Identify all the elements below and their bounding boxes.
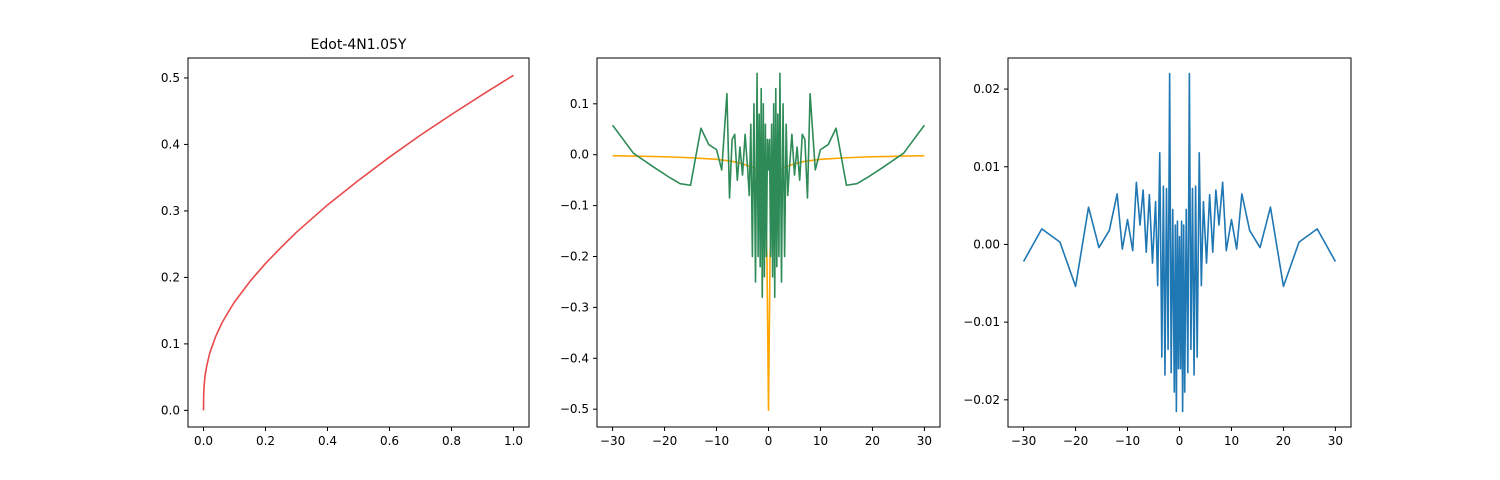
y-tick-label-1-5: 0.4: [161, 137, 180, 151]
y-tick-label-2-3: −0.3: [560, 300, 589, 314]
series-line-2-1: [612, 154, 925, 412]
x-tick-label-1-1: 0.0: [194, 434, 213, 448]
x-tick-label-1-2: 0.2: [256, 434, 275, 448]
x-tick-label-2-3: −10: [704, 434, 729, 448]
x-tick-label-3-3: −10: [1115, 434, 1140, 448]
x-tick-label-2-6: 20: [865, 434, 880, 448]
x-tick-label-2-4: 0: [765, 434, 773, 448]
chart-panel-3: −30 −20 −10 0 10 20 30 −0.02 −0.01 0.00 0.01 0.02: [963, 57, 1352, 448]
x-tick-label-3-4: 0: [1176, 434, 1184, 448]
series-line-1-1: [202, 74, 514, 411]
y-tick-label-3-2: −0.01: [963, 315, 1000, 329]
x-tick-label-3-7: 30: [1328, 434, 1343, 448]
y-tick-label-2-7: 0.1: [570, 97, 589, 111]
chart-panel-1: 0.0 0.2 0.4 0.6 0.8 1.0 0.0 0.1 0.2 0.3 0.4 0.5 Edot…: [161, 37, 530, 448]
y-tick-label-2-4: −0.2: [560, 249, 589, 263]
y-tick-label-2-2: −0.4: [560, 351, 589, 365]
x-tick-label-3-2: −20: [1063, 434, 1088, 448]
y-tick-label-1-1: 0.0: [161, 403, 180, 417]
x-tick-label-2-7: 30: [917, 434, 932, 448]
x-tick-label-1-4: 0.6: [380, 434, 399, 448]
y-tick-label-3-3: 0.00: [973, 237, 1000, 251]
x-tick-label-1-5: 0.8: [442, 434, 461, 448]
y-tick-label-3-1: −0.02: [963, 393, 1000, 407]
y-tick-label-2-5: −0.1: [560, 199, 589, 213]
chart-title-1: Edot-4N1.05Y: [311, 37, 407, 53]
x-tick-label-3-1: −30: [1011, 434, 1036, 448]
y-tick-label-1-2: 0.1: [161, 337, 180, 351]
x-tick-label-2-5: 10: [813, 434, 828, 448]
x-tick-label-3-6: 20: [1276, 434, 1291, 448]
series-line-3-1: [1022, 72, 1337, 413]
y-tick-label-2-6: 0.0: [570, 148, 589, 162]
y-tick-label-1-3: 0.2: [161, 270, 180, 284]
x-tick-label-1-6: 1.0: [504, 434, 523, 448]
y-tick-label-1-4: 0.3: [161, 204, 180, 218]
chart-panel-2: −30 −20 −10 0 10 20 30 −0.5 −0.4 −0.3 −0.2 −0.1 0.0 0…: [560, 57, 941, 448]
x-tick-label-1-3: 0.4: [318, 434, 337, 448]
y-tick-label-1-6: 0.5: [161, 71, 180, 85]
y-tick-label-3-4: 0.01: [973, 160, 1000, 174]
x-tick-label-3-5: 10: [1224, 434, 1239, 448]
axes-frame-1: [187, 57, 530, 428]
x-tick-label-2-1: −30: [600, 434, 625, 448]
series-line-2-2: [611, 72, 926, 299]
y-tick-label-3-5: 0.02: [973, 82, 1000, 96]
y-tick-label-2-1: −0.5: [560, 402, 589, 416]
x-tick-label-2-2: −20: [652, 434, 677, 448]
